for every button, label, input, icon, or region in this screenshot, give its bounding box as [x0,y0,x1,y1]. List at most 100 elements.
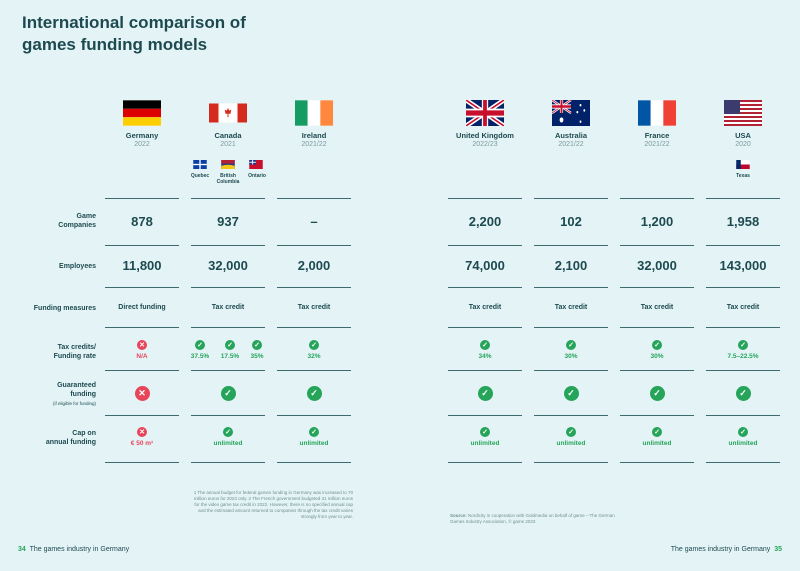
check-icon: ✓ [735,386,751,401]
funding-measure: Tax credit [726,304,760,311]
check-icon: ✓ [649,386,665,401]
france-flag-icon [638,100,676,126]
row-separator [448,198,522,199]
check-icon: ✓ [195,340,205,350]
british-columbia-flag-icon [221,160,235,169]
row-separator [534,462,608,463]
check-icon: ✓ [477,386,493,401]
row-label-guaranteed-line-1: Guaranteed [57,382,96,389]
companies-value: 937 [217,214,239,229]
row-separator [277,415,351,416]
cap-value: unlimited [299,440,329,447]
rate-value: 32% [307,353,321,360]
row-separator [706,415,780,416]
rate-value: 30% [564,353,578,360]
check-icon: ✓ [480,340,490,350]
check-icon: ✓ [566,427,576,437]
page-number-right: 35 [774,546,782,553]
footer-left: 34 The games industry in Germany [18,546,129,553]
country-year: 2021/22 [558,141,584,148]
row-separator [191,287,265,288]
rate-value: 34% [478,353,492,360]
title-line-1: International comparison of [22,13,246,32]
row-separator [105,245,179,246]
row-separator [534,370,608,371]
row-separator [706,370,780,371]
column-france: France 2021/22 1,200 32,000 Tax credit ✓… [620,0,694,571]
rate-value-quebec: 37.5% [190,353,210,360]
row-separator [620,415,694,416]
row-separator [620,245,694,246]
rate-value: N/A [136,353,148,360]
row-separator [448,287,522,288]
check-icon: ✓ [566,340,576,350]
row-separator [191,370,265,371]
employees-value: 11,800 [122,258,162,273]
rate-value: 7.5–22.5% [727,353,759,360]
column-united-kingdom: United Kingdom 2022/23 2,200 74,000 Tax … [448,0,522,571]
cap-value: unlimited [642,440,672,447]
row-separator [534,287,608,288]
province-quebec: Quebec [190,173,210,179]
row-label-rate-line-1: Tax credits/ [57,344,96,351]
row-separator [277,287,351,288]
funding-measure: Direct funding [118,304,166,311]
row-separator [191,245,265,246]
row-label-companies-line-2: Companies [58,222,96,229]
country-year: 2021/22 [301,141,327,148]
page-title: International comparison of games fundin… [22,12,246,56]
footer-right-text: The games industry in Germany [670,546,771,553]
companies-value: 1,200 [640,214,674,229]
row-separator [620,327,694,328]
country-name: Australia [554,131,588,140]
check-icon: ✓ [652,427,662,437]
check-icon: ✓ [563,386,579,401]
row-separator [191,415,265,416]
rate-value: 30% [650,353,664,360]
row-label-rate: Tax credits/ Funding rate [10,343,96,361]
row-label-cap-line-2: annual funding [45,439,96,446]
row-separator [191,198,265,199]
row-separator [620,287,694,288]
row-separator [277,327,351,328]
page-number-left: 34 [18,546,26,553]
companies-value: – [310,214,318,229]
row-separator [534,198,608,199]
cap-value: unlimited [213,440,243,447]
column-ireland: Ireland 2021/22 – 2,000 Tax credit ✓ 32%… [277,0,351,571]
row-label-companies-line-1: Game [76,213,96,220]
quebec-flag-icon [193,160,207,169]
ontario-flag-icon [249,160,263,169]
country-year: 2021 [220,141,236,148]
column-germany: Germany 2022 878 11,800 Direct funding ✕… [105,0,179,571]
cap-value: unlimited [728,440,758,447]
row-separator [448,462,522,463]
employees-value: 143,000 [719,258,767,273]
source-label: Source: [450,513,467,518]
country-year: 2021/22 [644,141,670,148]
row-separator [277,462,351,463]
source-note: Source: Nordicity in cooperation with Go… [450,513,620,525]
row-separator [706,327,780,328]
row-label-rate-line-2: Funding rate [53,353,96,360]
check-icon: ✓ [652,340,662,350]
row-separator [105,415,179,416]
companies-value: 878 [131,214,153,229]
employees-value: 2,100 [554,258,588,273]
cap-value: unlimited [556,440,586,447]
row-label-guaranteed-line-2: funding [70,391,96,398]
check-icon: ✓ [480,427,490,437]
uk-flag-icon [466,100,504,126]
row-separator [448,370,522,371]
germany-flag-icon [123,100,161,126]
province-british-columbia: British Columbia [216,173,240,185]
row-separator [277,245,351,246]
rate-value-ontario: 35% [250,353,264,360]
country-name: France [644,131,670,140]
row-separator [105,327,179,328]
rate-value-british-columbia: 17.5% [220,353,240,360]
row-separator [448,415,522,416]
country-name: United Kingdom [456,131,514,140]
row-separator [191,327,265,328]
row-label-companies: Game Companies [10,212,96,230]
